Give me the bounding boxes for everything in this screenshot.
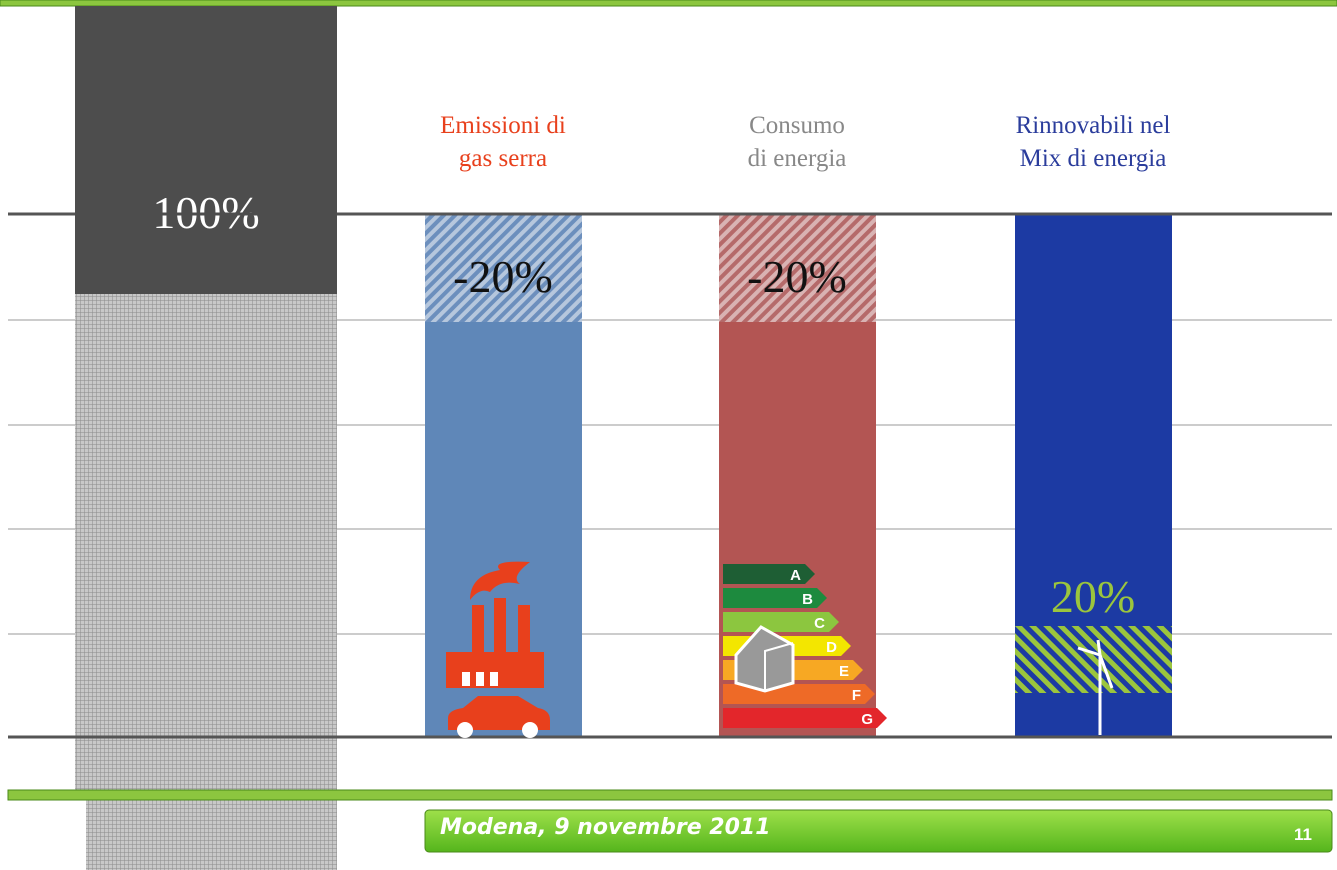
column-title: Mix di energia — [1020, 145, 1167, 172]
energy-class-arrow — [723, 708, 887, 728]
page-number: 11 — [1294, 825, 1312, 844]
reduction-label: -20% — [453, 251, 553, 302]
base-column-grid — [75, 294, 337, 800]
energy-class-letter: B — [802, 591, 813, 608]
reduction-label: -20% — [747, 251, 847, 302]
column-title: gas serra — [459, 145, 547, 172]
renewable-label: 20% — [1051, 571, 1135, 622]
base-column — [75, 6, 337, 294]
energy-class-letter: A — [790, 567, 801, 584]
bar-reduction — [425, 214, 582, 322]
bar-renewable — [1015, 626, 1172, 693]
factory-icon — [446, 561, 550, 738]
house-icon — [734, 625, 795, 693]
bottom-bar — [7, 789, 1333, 801]
column-title: Consumo — [749, 112, 845, 139]
energy-class-letter: E — [839, 663, 849, 680]
energy-class-arrow — [723, 588, 827, 608]
footer-text: Modena, 9 novembre 2011 — [440, 815, 771, 840]
energy-class-letter: C — [814, 615, 825, 632]
turbine-icon — [1077, 639, 1114, 735]
energy-class-letter: F — [852, 687, 861, 704]
base-column-grid — [86, 800, 337, 870]
energy-class-arrow — [723, 564, 815, 584]
column-title: Emissioni di — [440, 112, 566, 139]
energy-class-letter: D — [826, 639, 837, 656]
column-title: Rinnovabili nel — [1016, 112, 1171, 139]
footer-box — [424, 809, 1333, 853]
energy-class-arrow — [723, 612, 839, 632]
column-title: di energia — [748, 145, 847, 172]
top-bar — [0, 0, 1337, 7]
bar-reduction — [719, 214, 876, 322]
energy-class-letter: G — [861, 711, 873, 728]
